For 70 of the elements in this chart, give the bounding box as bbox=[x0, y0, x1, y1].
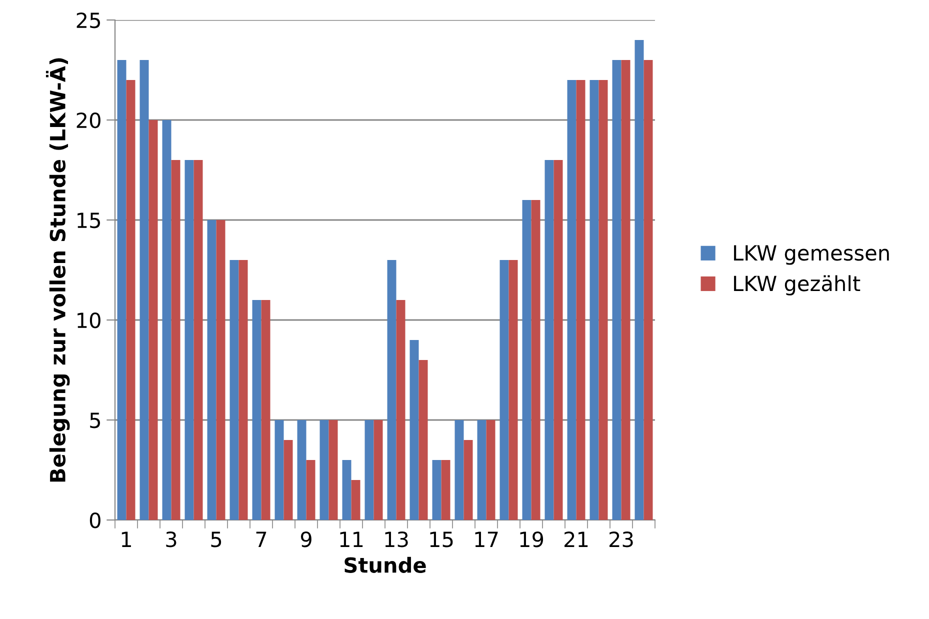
bar bbox=[207, 220, 216, 520]
bar bbox=[216, 220, 226, 520]
x-tick-label: 21 bbox=[564, 531, 588, 547]
x-axis-title: Stunde bbox=[344, 556, 426, 573]
bar bbox=[364, 420, 374, 520]
x-tick-label: 1 bbox=[122, 532, 131, 547]
bar bbox=[297, 420, 306, 520]
bar bbox=[351, 480, 360, 520]
x-tick-label: 7 bbox=[256, 532, 266, 547]
bar bbox=[644, 60, 653, 520]
bar bbox=[252, 300, 262, 520]
bar bbox=[486, 420, 496, 520]
bar bbox=[396, 300, 406, 520]
x-tick-label: 19 bbox=[520, 531, 544, 548]
x-tick-label: 23 bbox=[610, 531, 633, 548]
bar bbox=[612, 60, 622, 520]
bar bbox=[522, 200, 532, 520]
bar bbox=[140, 60, 149, 520]
bar bbox=[544, 160, 554, 520]
bar bbox=[598, 80, 608, 520]
bar bbox=[184, 160, 194, 520]
bar bbox=[171, 160, 180, 520]
y-tick-label: 10 bbox=[78, 312, 100, 328]
bar bbox=[477, 420, 486, 520]
bar bbox=[634, 40, 644, 520]
bar bbox=[454, 420, 464, 520]
bar bbox=[531, 200, 540, 520]
x-tick-label: 13 bbox=[385, 531, 408, 548]
bar bbox=[508, 260, 518, 520]
x-tick-label: 11 bbox=[340, 532, 363, 547]
bar bbox=[342, 460, 352, 520]
y-tick-label: 20 bbox=[76, 112, 100, 128]
y-axis-title: Belegung zur vollen Stunde (LKW-Ä) bbox=[46, 58, 70, 482]
x-tick-label: 9 bbox=[300, 531, 312, 548]
bar bbox=[320, 420, 329, 520]
bar bbox=[567, 80, 576, 520]
bar bbox=[274, 420, 284, 520]
bar bbox=[590, 80, 599, 520]
bar bbox=[500, 260, 509, 520]
bar bbox=[621, 60, 630, 520]
bar bbox=[410, 340, 419, 520]
bar bbox=[554, 160, 563, 520]
bar bbox=[306, 460, 316, 520]
x-tick-label: 3 bbox=[166, 531, 176, 548]
y-tick-label: 0 bbox=[90, 512, 100, 528]
y-tick-label: 25 bbox=[76, 12, 100, 28]
bar bbox=[387, 260, 396, 520]
bar bbox=[230, 260, 239, 520]
bar bbox=[126, 80, 136, 520]
bar bbox=[117, 60, 126, 520]
x-tick-label: 15 bbox=[430, 532, 453, 548]
bar bbox=[328, 420, 338, 520]
bar bbox=[261, 300, 270, 520]
bar bbox=[441, 460, 450, 520]
bar bbox=[148, 120, 158, 520]
bar bbox=[238, 260, 248, 520]
legend-label: LKW gezählt bbox=[734, 275, 860, 296]
x-tick-label: 5 bbox=[211, 532, 222, 548]
bar bbox=[284, 440, 293, 520]
bar bbox=[576, 80, 586, 520]
bar bbox=[432, 460, 442, 520]
bar bbox=[418, 360, 428, 520]
legend-label: LKW gemessen bbox=[734, 245, 889, 265]
y-tick-label: 15 bbox=[78, 212, 100, 228]
x-tick-label: 17 bbox=[475, 532, 498, 547]
bar bbox=[464, 440, 473, 520]
bar bbox=[162, 120, 172, 520]
bar bbox=[194, 160, 203, 520]
bar bbox=[374, 420, 383, 520]
y-tick-label: 5 bbox=[90, 412, 100, 428]
